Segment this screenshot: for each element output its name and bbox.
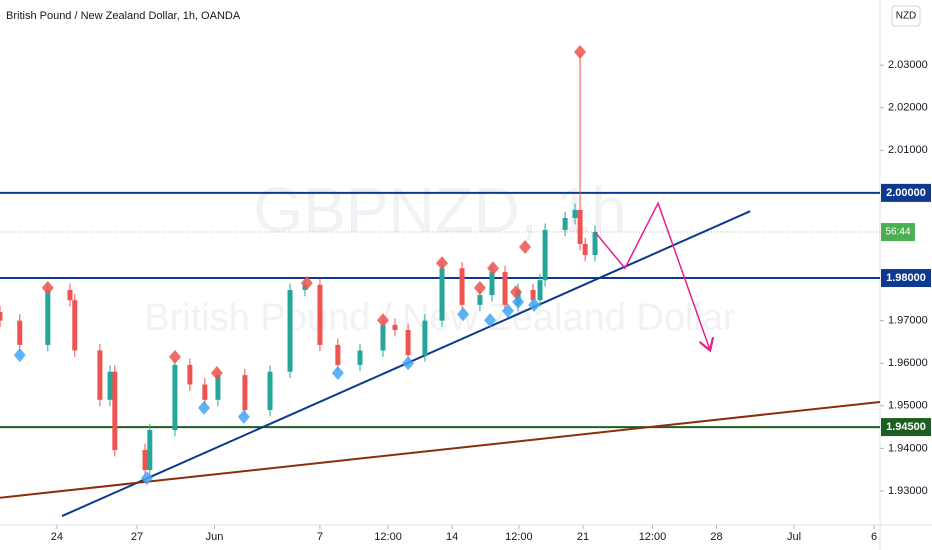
candle-body	[17, 320, 23, 345]
x-tick-label: 21	[577, 531, 589, 543]
pivot-marker	[300, 276, 313, 291]
y-tick-label: 1.97000	[888, 315, 928, 327]
x-tick-label: 27	[131, 531, 143, 543]
pivot-marker	[457, 307, 470, 322]
pivot-marker	[140, 471, 153, 486]
pivot-marker	[168, 349, 181, 364]
pivot-marker	[574, 44, 587, 59]
candle-body	[287, 289, 293, 372]
x-tick-label: Jul	[787, 531, 801, 543]
pivot-marker	[528, 297, 541, 312]
x-tick-label: 24	[51, 531, 63, 543]
projection	[594, 201, 710, 350]
chart-title: British Pound / New Zealand Dollar, 1h, …	[6, 10, 241, 22]
pivot-marker	[402, 356, 415, 371]
x-tick-label: 12:00	[639, 531, 667, 543]
candle-body	[45, 289, 51, 345]
pivot-marker	[512, 294, 525, 309]
pivot-marker	[501, 303, 514, 318]
y-tick-label: 1.95000	[888, 400, 928, 412]
candle-body	[202, 384, 208, 400]
x-tick-label: 28	[710, 531, 722, 543]
pivot-marker	[237, 409, 250, 424]
candle-body	[582, 243, 588, 256]
candle-body	[405, 329, 411, 356]
candle-body	[489, 272, 495, 296]
candle-body	[112, 371, 118, 451]
candle-body	[542, 229, 548, 281]
level-label: 1.98000	[886, 272, 926, 284]
candle-body	[147, 430, 153, 471]
candle-body	[97, 350, 103, 400]
candle-body	[357, 350, 363, 365]
price-line-label-box	[881, 223, 915, 242]
y-tick-label: 1.93000	[888, 485, 928, 497]
level-label: 1.94500	[886, 421, 926, 433]
y-tick-label: 2.03000	[888, 59, 928, 71]
candle-body	[592, 232, 598, 256]
candle-body	[142, 450, 148, 471]
candle-body	[502, 272, 508, 305]
candle-body	[572, 209, 578, 219]
x-tick-label: 12:00	[505, 531, 533, 543]
candle-body	[422, 320, 428, 356]
pivot-marker	[519, 239, 532, 254]
y-tick-label: 1.94000	[888, 442, 928, 454]
pivot-marker	[331, 365, 344, 380]
level-label: 2.00000	[886, 187, 926, 199]
pivot-marker	[13, 348, 26, 363]
pivot-marker	[41, 280, 54, 295]
currency[interactable]: NZD	[896, 11, 917, 22]
candle-body	[242, 375, 248, 411]
candle-body	[67, 289, 73, 301]
level-label-box	[881, 418, 931, 437]
price-line-label: 56:44	[885, 227, 910, 238]
candle-body	[577, 209, 583, 244]
candle-body	[530, 289, 536, 301]
x-tick-label: 14	[446, 531, 458, 543]
candle-body	[380, 324, 386, 351]
candle-body	[335, 344, 341, 365]
pivot-marker	[210, 365, 223, 380]
pivot-marker	[473, 280, 486, 295]
candle-body	[537, 280, 543, 301]
pivot-marker	[509, 285, 522, 300]
pivot-marker	[487, 261, 500, 276]
candle-body	[459, 268, 465, 305]
candle-body	[392, 324, 398, 330]
x-tick-label: 7	[317, 531, 323, 543]
y-tick-label: 1.96000	[888, 357, 928, 369]
y-tick-label: 2.02000	[888, 102, 928, 114]
candle-body	[215, 375, 221, 400]
candle-body	[477, 295, 483, 305]
level-label-box	[881, 183, 931, 202]
x-tick-label: 6	[871, 531, 877, 543]
candle-body	[267, 371, 273, 411]
candle-body	[317, 284, 323, 345]
candle-body	[439, 268, 445, 321]
candle-body	[72, 300, 78, 351]
y-tick-label: 2.01000	[888, 144, 928, 156]
level-label-box	[881, 269, 931, 288]
currency-box[interactable]	[891, 5, 921, 27]
x-tick-label: Jun	[206, 531, 224, 543]
candle-body	[107, 371, 113, 400]
pivot-marker	[484, 313, 497, 328]
candle-body	[562, 218, 568, 230]
pivot-marker	[198, 400, 211, 415]
candle-body	[0, 312, 3, 321]
x-tick-label: 12:00	[374, 531, 402, 543]
candle-body	[172, 364, 178, 431]
watermark: GBPNZD, 1h	[253, 174, 626, 246]
pivot-marker	[376, 313, 389, 328]
candle-body	[187, 364, 193, 385]
pivot-marker	[436, 256, 449, 271]
